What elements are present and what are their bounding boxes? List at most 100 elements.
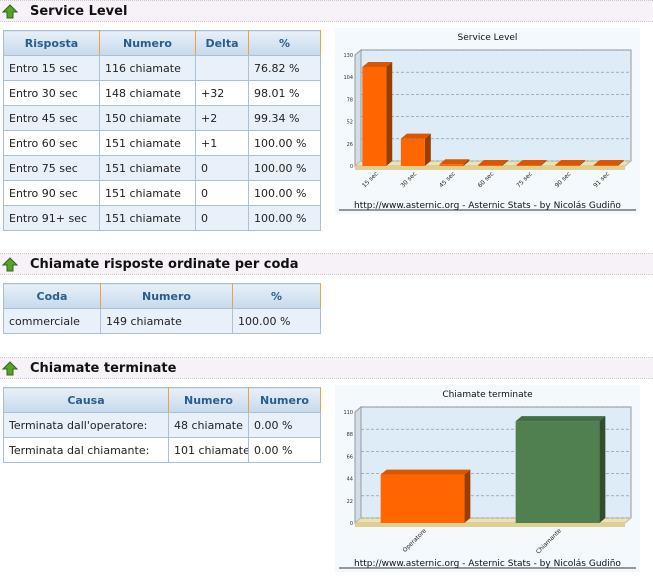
- column-header: Numero: [168, 387, 249, 413]
- plot-side: [354, 48, 362, 168]
- table-cell: 0: [195, 205, 249, 231]
- table-cell: Entro 15 sec: [3, 55, 100, 81]
- data-table: Coda Numero% commerciale 149 chiamate 100.00…: [3, 283, 321, 334]
- data-table: Causa Numero Numero Terminata dall'operator…: [3, 387, 321, 463]
- arrow-icon: [2, 361, 18, 376]
- table-cell: 48 chiamate: [168, 412, 249, 438]
- bar-front: [478, 165, 502, 166]
- column-header: %: [232, 283, 321, 309]
- floor-edge: [355, 523, 625, 527]
- bar-side: [463, 159, 470, 166]
- bar-top: [439, 159, 470, 165]
- bar: [362, 61, 393, 167]
- table-cell: 151 chiamate: [99, 180, 196, 206]
- y-tick-label: 0: [350, 521, 353, 527]
- section-title: Chiamate risposte ordinate per coda: [30, 257, 299, 272]
- table-cell: Terminata dall'operatore:: [3, 412, 169, 438]
- table-row: Entro 60 sec 151 chiamate +1 100.00 %: [3, 130, 321, 156]
- bar: [380, 469, 471, 523]
- arrow-head: [2, 4, 18, 19]
- table-cell: 100.00 %: [248, 155, 321, 181]
- table-cell: 100.00 %: [248, 205, 321, 231]
- bar-top: [478, 160, 508, 165]
- arrow-head: [2, 257, 18, 272]
- section-header: Chiamate risposte ordinate per coda: [0, 253, 653, 275]
- section-header: Service Level: [0, 0, 653, 22]
- bar: [593, 160, 624, 166]
- y-tick-label: 66: [347, 454, 353, 460]
- y-tick-label: 22: [347, 499, 353, 505]
- bar: [516, 160, 547, 166]
- y-tick-label: 26: [347, 142, 353, 148]
- credit: http://www.asternic.org - Asternic Stats…: [354, 559, 621, 569]
- section-header: Chiamate terminate: [0, 357, 653, 379]
- table-cell: 116 chiamate: [99, 55, 196, 81]
- header-row: Risposta Numero Delta%: [3, 30, 321, 56]
- table-row: Entro 75 sec 151 chiamate 0 100.00 %: [3, 155, 321, 181]
- bar-side: [579, 160, 586, 166]
- arrow-icon: [2, 4, 18, 19]
- bar-side: [464, 469, 471, 523]
- header-row: Causa Numero Numero: [3, 387, 321, 413]
- y-tick-label: 0: [350, 164, 353, 170]
- bar-top: [380, 469, 471, 475]
- bar-front: [439, 164, 464, 166]
- bar-side: [540, 160, 547, 166]
- bar-side: [599, 416, 606, 523]
- bar: [515, 416, 606, 523]
- bar-side: [386, 61, 393, 167]
- bar-side: [617, 160, 624, 166]
- table-cell: Entro 45 sec: [3, 105, 100, 131]
- bar-top: [362, 61, 393, 67]
- bar: [555, 160, 586, 166]
- table-cell: 99.34 %: [248, 105, 321, 131]
- table-cell: 100.00 %: [232, 308, 321, 334]
- table-cell: +2: [195, 105, 249, 131]
- table-cell: 101 chiamate: [168, 437, 249, 463]
- table-cell: 151 chiamate: [99, 130, 196, 156]
- bar-front: [380, 474, 465, 523]
- table-cell: 98.01 %: [248, 80, 321, 106]
- chart-title: Service Level: [458, 33, 518, 43]
- table-cell: 0: [195, 155, 249, 181]
- data-table: Risposta Numero Delta% Entro 15 sec 116 chia…: [3, 30, 321, 231]
- table-cell: 0.00 %: [248, 412, 321, 438]
- table-cell: 151 chiamate: [99, 205, 196, 231]
- section-title: Service Level: [30, 4, 128, 19]
- bar-top: [515, 416, 606, 422]
- table-cell: Entro 91+ sec: [3, 205, 100, 231]
- table-cell: 149 chiamate: [100, 308, 233, 334]
- y-tick-label: 88: [347, 432, 353, 438]
- table-row: Entro 91+ sec 151 chiamate 0 100.00 %: [3, 205, 321, 231]
- table-row: commerciale 149 chiamate 100.00 %: [3, 308, 321, 334]
- table-cell: [195, 55, 249, 81]
- y-tick-label: 78: [347, 97, 353, 103]
- bar-front: [515, 421, 600, 523]
- table-cell: Terminata dal chiamante:: [3, 437, 169, 463]
- column-header: Risposta: [3, 30, 100, 56]
- column-header: Numero: [248, 387, 321, 413]
- column-header: Delta: [195, 30, 249, 56]
- bar-front: [362, 66, 387, 166]
- plot-side: [354, 405, 362, 525]
- bar-front: [400, 138, 425, 166]
- table-cell: Entro 30 sec: [3, 80, 100, 106]
- table-cell: 0: [195, 180, 249, 206]
- bar-side: [424, 133, 431, 166]
- bar: [478, 160, 508, 166]
- table-row: Entro 90 sec 151 chiamate 0 100.00 %: [3, 180, 321, 206]
- table-cell: 148 chiamate: [99, 80, 196, 106]
- table-cell: 100.00 %: [248, 130, 321, 156]
- bar-front: [516, 165, 541, 166]
- bar-side: [501, 160, 508, 166]
- arrow-icon: [2, 257, 18, 272]
- table-row: Entro 15 sec 116 chiamate 76.82 %: [3, 55, 321, 81]
- table-cell: 150 chiamate: [99, 105, 196, 131]
- column-header: Numero: [100, 283, 233, 309]
- table-cell: 151 chiamate: [99, 155, 196, 181]
- table-cell: Entro 90 sec: [3, 180, 100, 206]
- table-cell: Entro 75 sec: [3, 155, 100, 181]
- bar-top: [593, 160, 624, 165]
- y-tick-label: 44: [347, 477, 353, 483]
